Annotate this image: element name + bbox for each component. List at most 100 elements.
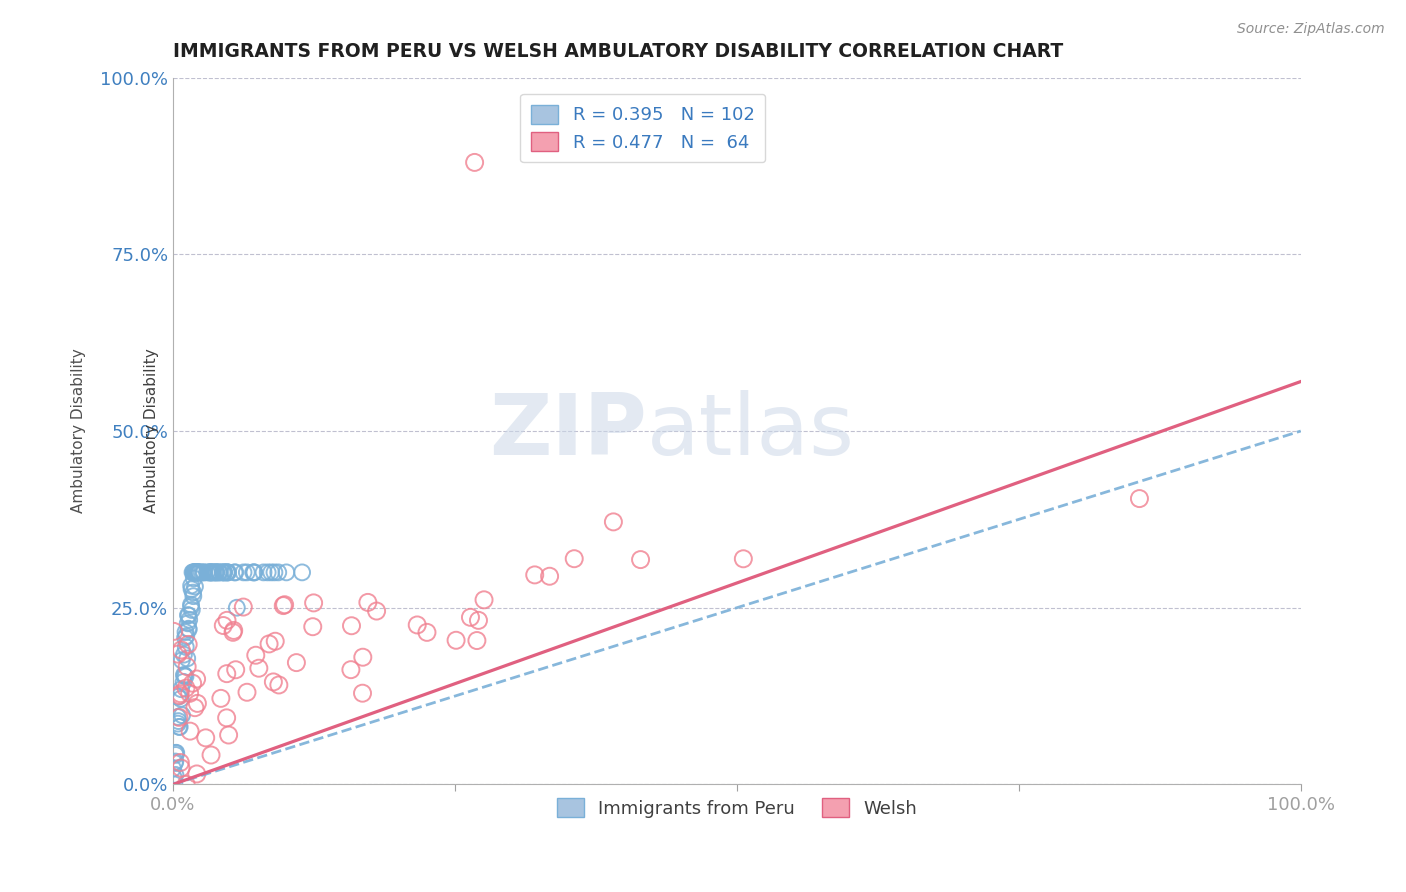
Point (165, 746, 187, 760)
Point (188, 566, 211, 580)
Point (562, 551, 585, 566)
Point (166, 716, 188, 731)
Point (200, 566, 222, 580)
Point (173, 674, 195, 689)
Point (224, 566, 246, 580)
Point (180, 598, 202, 612)
Point (340, 663, 363, 677)
Point (416, 625, 439, 640)
Point (174, 625, 197, 640)
Point (260, 566, 283, 580)
Point (167, 720, 190, 734)
Point (218, 728, 240, 742)
Point (273, 598, 295, 612)
Point (165, 755, 187, 769)
Point (224, 566, 246, 580)
Point (200, 747, 222, 762)
Point (232, 566, 254, 580)
Point (173, 668, 195, 682)
Point (630, 552, 652, 566)
Point (215, 711, 238, 725)
Point (163, 624, 186, 639)
Point (366, 604, 388, 618)
Point (170, 691, 193, 706)
Point (204, 566, 226, 580)
Point (174, 640, 197, 654)
Point (243, 566, 266, 580)
Point (225, 663, 247, 677)
Point (170, 708, 193, 723)
Point (208, 566, 231, 580)
Point (169, 689, 191, 703)
Point (184, 566, 207, 580)
Point (180, 603, 202, 617)
Point (183, 571, 205, 585)
Point (222, 625, 245, 640)
Point (186, 767, 208, 781)
Point (215, 613, 238, 627)
Point (193, 566, 215, 580)
Point (523, 568, 546, 582)
Point (170, 761, 193, 775)
Point (202, 566, 225, 580)
Point (163, 771, 186, 785)
Point (352, 686, 374, 700)
Point (174, 631, 197, 645)
Text: Source: ZipAtlas.com: Source: ZipAtlas.com (1237, 22, 1385, 37)
Point (184, 566, 207, 580)
Point (179, 686, 201, 700)
Point (177, 616, 200, 631)
Point (602, 515, 624, 529)
Point (184, 566, 207, 580)
Point (187, 566, 209, 580)
Point (215, 566, 238, 580)
Point (167, 710, 190, 724)
Point (174, 681, 197, 695)
Point (177, 637, 200, 651)
Point (222, 624, 245, 638)
Point (465, 633, 488, 648)
Point (177, 608, 200, 623)
Point (215, 566, 238, 580)
Point (291, 566, 314, 580)
Point (180, 578, 202, 592)
Point (186, 566, 208, 580)
Point (176, 651, 198, 665)
Point (267, 678, 290, 692)
Point (193, 566, 215, 580)
Point (186, 566, 208, 580)
Point (174, 629, 197, 643)
Point (173, 648, 195, 662)
Point (187, 566, 209, 580)
Point (177, 608, 200, 623)
Point (208, 566, 231, 580)
Point (205, 566, 228, 580)
Point (180, 599, 202, 614)
Point (212, 618, 235, 632)
Point (208, 566, 231, 580)
Y-axis label: Ambulatory Disability: Ambulatory Disability (143, 349, 159, 514)
Point (211, 566, 233, 580)
Point (406, 618, 429, 632)
Text: ZIP: ZIP (489, 390, 647, 473)
Point (352, 650, 374, 665)
Point (257, 637, 280, 651)
Point (183, 566, 205, 580)
Point (187, 566, 209, 580)
Point (183, 566, 205, 580)
Point (262, 674, 284, 689)
Point (186, 697, 208, 711)
Point (460, 610, 482, 624)
Point (204, 566, 226, 580)
Point (232, 600, 254, 615)
Point (163, 756, 186, 770)
Point (205, 566, 228, 580)
Point (170, 682, 193, 697)
Point (174, 669, 197, 683)
Point (181, 676, 204, 690)
Point (183, 566, 205, 580)
Point (225, 600, 247, 615)
Point (217, 566, 239, 580)
Point (247, 661, 270, 675)
Point (472, 592, 495, 607)
